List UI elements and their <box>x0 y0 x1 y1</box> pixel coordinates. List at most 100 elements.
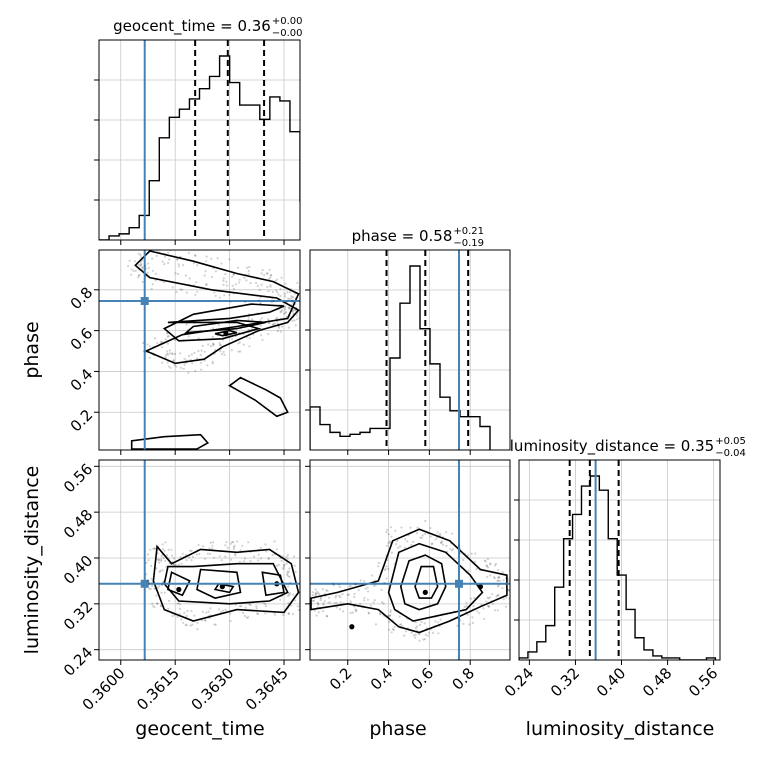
sample-point <box>266 610 269 613</box>
sample-point <box>307 610 309 612</box>
sample-point <box>284 312 287 315</box>
sample-point <box>494 564 497 567</box>
sample-point <box>436 531 439 534</box>
sample-point <box>137 252 140 255</box>
x-axis-label-phase: phase <box>369 718 426 740</box>
sample-point <box>430 543 433 546</box>
sample-point <box>386 528 389 531</box>
sample-point <box>247 318 250 321</box>
sample-point <box>338 585 342 589</box>
sample-point <box>420 620 423 624</box>
sample-point <box>162 557 165 560</box>
sample-point <box>248 313 251 316</box>
sample-point <box>431 542 434 545</box>
sample-point <box>248 324 251 327</box>
sample-point <box>243 614 246 618</box>
sample-point <box>165 556 168 559</box>
sample-point <box>353 595 356 599</box>
sample-point <box>195 357 199 360</box>
contour-level-3 <box>399 554 447 611</box>
sample-point <box>407 628 410 631</box>
sample-point <box>285 555 288 559</box>
sample-point <box>392 628 395 632</box>
histogram-geocent_time <box>94 39 301 245</box>
sample-point <box>193 614 196 617</box>
sample-point <box>153 572 156 575</box>
sample-point <box>449 542 452 545</box>
sample-point <box>419 623 422 627</box>
scatter-cloud <box>145 540 303 631</box>
sample-point <box>472 608 475 611</box>
sample-point <box>222 350 225 353</box>
sample-point <box>171 615 174 618</box>
sample-point <box>388 614 391 617</box>
sample-point <box>151 269 154 272</box>
sample-point <box>424 519 427 523</box>
sample-point <box>286 573 289 576</box>
histogram-phase <box>305 249 511 455</box>
sample-point <box>389 614 392 617</box>
sample-point <box>170 554 174 557</box>
sample-point <box>259 324 262 327</box>
sample-point <box>146 343 149 346</box>
sample-point <box>313 597 316 600</box>
sample-point <box>271 297 274 300</box>
sample-point <box>237 332 240 335</box>
sample-point <box>255 281 258 285</box>
sample-point <box>262 610 265 613</box>
sample-point <box>209 614 212 617</box>
sample-point <box>445 531 448 534</box>
sample-point <box>206 552 209 555</box>
sample-point <box>369 604 372 607</box>
sample-point <box>180 562 183 565</box>
sample-point <box>314 592 317 595</box>
sample-point <box>294 599 297 602</box>
sample-point <box>279 310 282 314</box>
sample-point <box>301 604 303 606</box>
sample-point <box>401 625 404 628</box>
sample-point <box>278 304 281 307</box>
sample-point <box>167 365 171 368</box>
sample-point <box>424 633 427 637</box>
sample-point <box>396 610 399 613</box>
sample-point <box>397 546 400 550</box>
sample-point <box>184 361 188 364</box>
title-lower-error: −0.19 <box>453 238 484 249</box>
sample-point <box>232 292 235 295</box>
sample-point <box>283 557 286 560</box>
sample-point <box>318 606 321 610</box>
sample-point <box>386 544 389 547</box>
sample-point <box>250 329 253 332</box>
sample-point <box>157 246 159 248</box>
sample-point <box>496 569 500 572</box>
sample-point <box>226 546 229 550</box>
sample-point <box>313 609 316 612</box>
sample-point <box>149 587 152 591</box>
sample-point <box>412 634 415 637</box>
sample-point <box>256 323 259 326</box>
sample-point <box>234 283 237 286</box>
sample-point <box>327 601 330 604</box>
panel-luminosity_distance-vs-geocent_time <box>94 459 303 665</box>
sample-point <box>288 306 291 309</box>
sample-point <box>264 602 267 606</box>
sample-point <box>304 607 306 609</box>
sample-point <box>166 352 169 355</box>
sample-point <box>198 358 201 361</box>
sample-point <box>280 559 283 563</box>
sample-point <box>296 605 299 608</box>
sample-point <box>269 273 272 276</box>
sample-point <box>237 342 240 345</box>
sample-point <box>129 273 133 276</box>
sample-point <box>297 590 300 594</box>
sample-point <box>275 548 278 551</box>
sample-point <box>386 559 389 562</box>
sample-point <box>222 277 225 280</box>
sample-point <box>199 321 202 324</box>
sample-point <box>277 563 280 566</box>
sample-point <box>337 583 340 586</box>
truth-point <box>140 297 149 306</box>
sample-point <box>225 280 228 283</box>
contour-level-1 <box>310 528 508 634</box>
sample-point <box>485 564 488 567</box>
